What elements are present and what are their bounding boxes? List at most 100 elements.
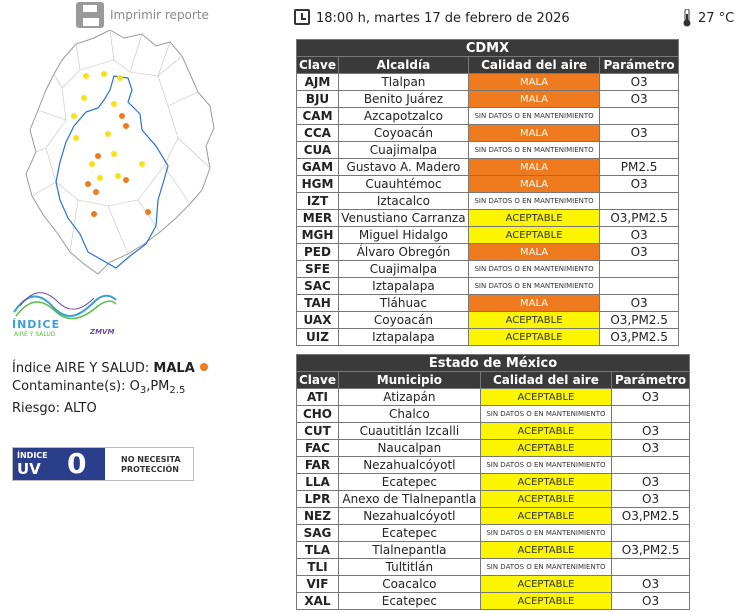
station-code: NEZ — [296, 507, 339, 525]
station-map — [25, 30, 215, 275]
print-report-button[interactable]: Imprimir reporte — [76, 2, 209, 28]
risk-value: ALTO — [64, 401, 97, 416]
table-row: CHO Chalco SIN DATOS O EN MANTENIMIENTO — [296, 405, 690, 423]
printer-icon — [76, 2, 104, 28]
parameter-cell — [611, 405, 690, 423]
index-value: MALA — [153, 361, 195, 376]
station-marker — [105, 131, 111, 137]
station-code: CUA — [296, 141, 339, 159]
parameter-cell: O3 — [599, 90, 679, 108]
station-code: LPR — [296, 490, 339, 508]
station-name: Iztapalapa — [337, 277, 469, 295]
logo-subtitle: AIRE Y SALUD — [14, 331, 56, 338]
station-code: CCA — [296, 124, 339, 142]
station-code: TLA — [296, 541, 339, 559]
uv-message-line2: PROTECCIÓN — [121, 465, 179, 474]
table-row: UAX Coyoacán ACEPTABLE O3,PM2.5 — [296, 311, 679, 329]
air-quality-summary: Índice AIRE Y SALUD: MALA Contaminante(s… — [12, 360, 208, 418]
air-quality-cell: MALA — [467, 294, 601, 312]
station-code: VIF — [296, 575, 339, 593]
air-quality-cell: ACEPTABLE — [467, 209, 601, 227]
station-marker — [71, 113, 77, 119]
table-row: CAM Azcapotzalco SIN DATOS O EN MANTENIMIE… — [296, 107, 679, 125]
station-code: MGH — [296, 226, 339, 244]
uv-value: 0 — [67, 447, 87, 480]
column-header: Parámetro — [611, 371, 690, 389]
station-code: FAC — [296, 439, 339, 457]
table-row: TLA Tlalnepantla ACEPTABLE O3,PM2.5 — [296, 541, 690, 559]
parameter-cell: O3,PM2.5 — [599, 209, 679, 227]
air-quality-cell: MALA — [467, 243, 601, 261]
edomex-header-row: Clave Municipio Calidad del aire Parámet… — [296, 371, 690, 389]
station-code: TAH — [296, 294, 339, 312]
station-name: Nezahualcóyotl — [337, 507, 481, 525]
uv-index-badge: ÍNDICE UV 0 — [13, 448, 105, 480]
station-marker — [111, 151, 117, 157]
parameter-cell: O3 — [599, 175, 679, 193]
table-row: CUT Cuautitlán Izcalli ACEPTABLE O3 — [296, 422, 690, 440]
station-marker — [101, 71, 107, 77]
station-marker — [83, 73, 89, 79]
parameter-cell: O3,PM2.5 — [599, 328, 679, 346]
station-code: AJM — [296, 73, 339, 91]
air-quality-cell: SIN DATOS O EN MANTENIMIENTO — [479, 405, 613, 423]
uv-message: NO NECESITA PROTECCIÓN — [105, 448, 193, 480]
column-header: Calidad del aire — [479, 371, 613, 389]
logo-zmvm: ZMVM — [90, 328, 115, 336]
station-marker — [123, 123, 129, 129]
station-marker — [91, 211, 97, 217]
parameter-cell: O3 — [611, 439, 690, 457]
station-name: Tlalpan — [337, 73, 469, 91]
logo-title: ÍNDICE — [12, 318, 61, 331]
station-name: Tlalnepantla — [337, 541, 481, 559]
cdmx-rows: AJM Tlalpan MALA O3 BJU Benito Juárez MALA O3 CA… — [296, 73, 679, 346]
station-name: Iztacalco — [337, 192, 469, 210]
air-quality-cell: ACEPTABLE — [479, 575, 613, 593]
station-marker — [97, 175, 103, 181]
table-row: PED Álvaro Obregón MALA O3 — [296, 243, 679, 261]
parameter-cell: O3 — [611, 422, 690, 440]
station-name: Cuajimalpa — [337, 260, 469, 278]
station-name: Miguel Hidalgo — [337, 226, 469, 244]
air-quality-cell: ACEPTABLE — [479, 473, 613, 491]
station-name: Tultitlán — [337, 558, 481, 576]
table-row: AJM Tlalpan MALA O3 — [296, 73, 679, 91]
air-quality-cell: ACEPTABLE — [479, 422, 613, 440]
air-quality-cell: SIN DATOS O EN MANTENIMIENTO — [479, 524, 613, 542]
clock-icon — [294, 9, 310, 25]
parameter-cell: O3,PM2.5 — [599, 311, 679, 329]
table-row: CCA Coyoacán MALA O3 — [296, 124, 679, 142]
pollutant-sub2: 2.5 — [169, 385, 186, 396]
station-marker — [115, 173, 121, 179]
table-row: LLA Ecatepec ACEPTABLE O3 — [296, 473, 690, 491]
station-code: CUT — [296, 422, 339, 440]
parameter-cell — [611, 456, 690, 474]
table-row: MER Venustiano Carranza ACEPTABLE O3,PM2.5 — [296, 209, 679, 227]
station-marker — [89, 161, 95, 167]
table-row: ATI Atizapán ACEPTABLE O3 — [296, 388, 690, 406]
station-code: XAL — [296, 592, 339, 610]
station-name: Coacalco — [337, 575, 481, 593]
station-code: IZT — [296, 192, 339, 210]
map-outline — [25, 30, 215, 275]
table-row: FAR Nezahualcóyotl SIN DATOS O EN MANTENIM… — [296, 456, 690, 474]
pollutant-value: O — [129, 379, 140, 394]
table-row: TAH Tláhuac MALA O3 — [296, 294, 679, 312]
station-name: Coyoacán — [337, 311, 469, 329]
table-row: LPR Anexo de Tlalnepantla ACEPTABLE O3 — [296, 490, 690, 508]
parameter-cell: O3,PM2.5 — [611, 541, 690, 559]
parameter-cell: O3 — [599, 73, 679, 91]
table-row: BJU Benito Juárez MALA O3 — [296, 90, 679, 108]
air-quality-cell: SIN DATOS O EN MANTENIMIENTO — [467, 141, 601, 159]
station-name: Coyoacán — [337, 124, 469, 142]
thermometer-icon — [683, 9, 691, 27]
station-name: Naucalpan — [337, 439, 481, 457]
air-quality-cell: ACEPTABLE — [479, 388, 613, 406]
station-name: Benito Juárez — [337, 90, 469, 108]
station-code: UIZ — [296, 328, 339, 346]
table-row: NEZ Nezahualcóyotl ACEPTABLE O3,PM2.5 — [296, 507, 690, 525]
index-line: Índice AIRE Y SALUD: MALA — [12, 360, 208, 378]
risk-line: Riesgo: ALTO — [12, 400, 208, 418]
uv-index-panel: ÍNDICE UV 0 NO NECESITA PROTECCIÓN — [12, 447, 194, 481]
edomex-title: Estado de México — [296, 354, 690, 372]
